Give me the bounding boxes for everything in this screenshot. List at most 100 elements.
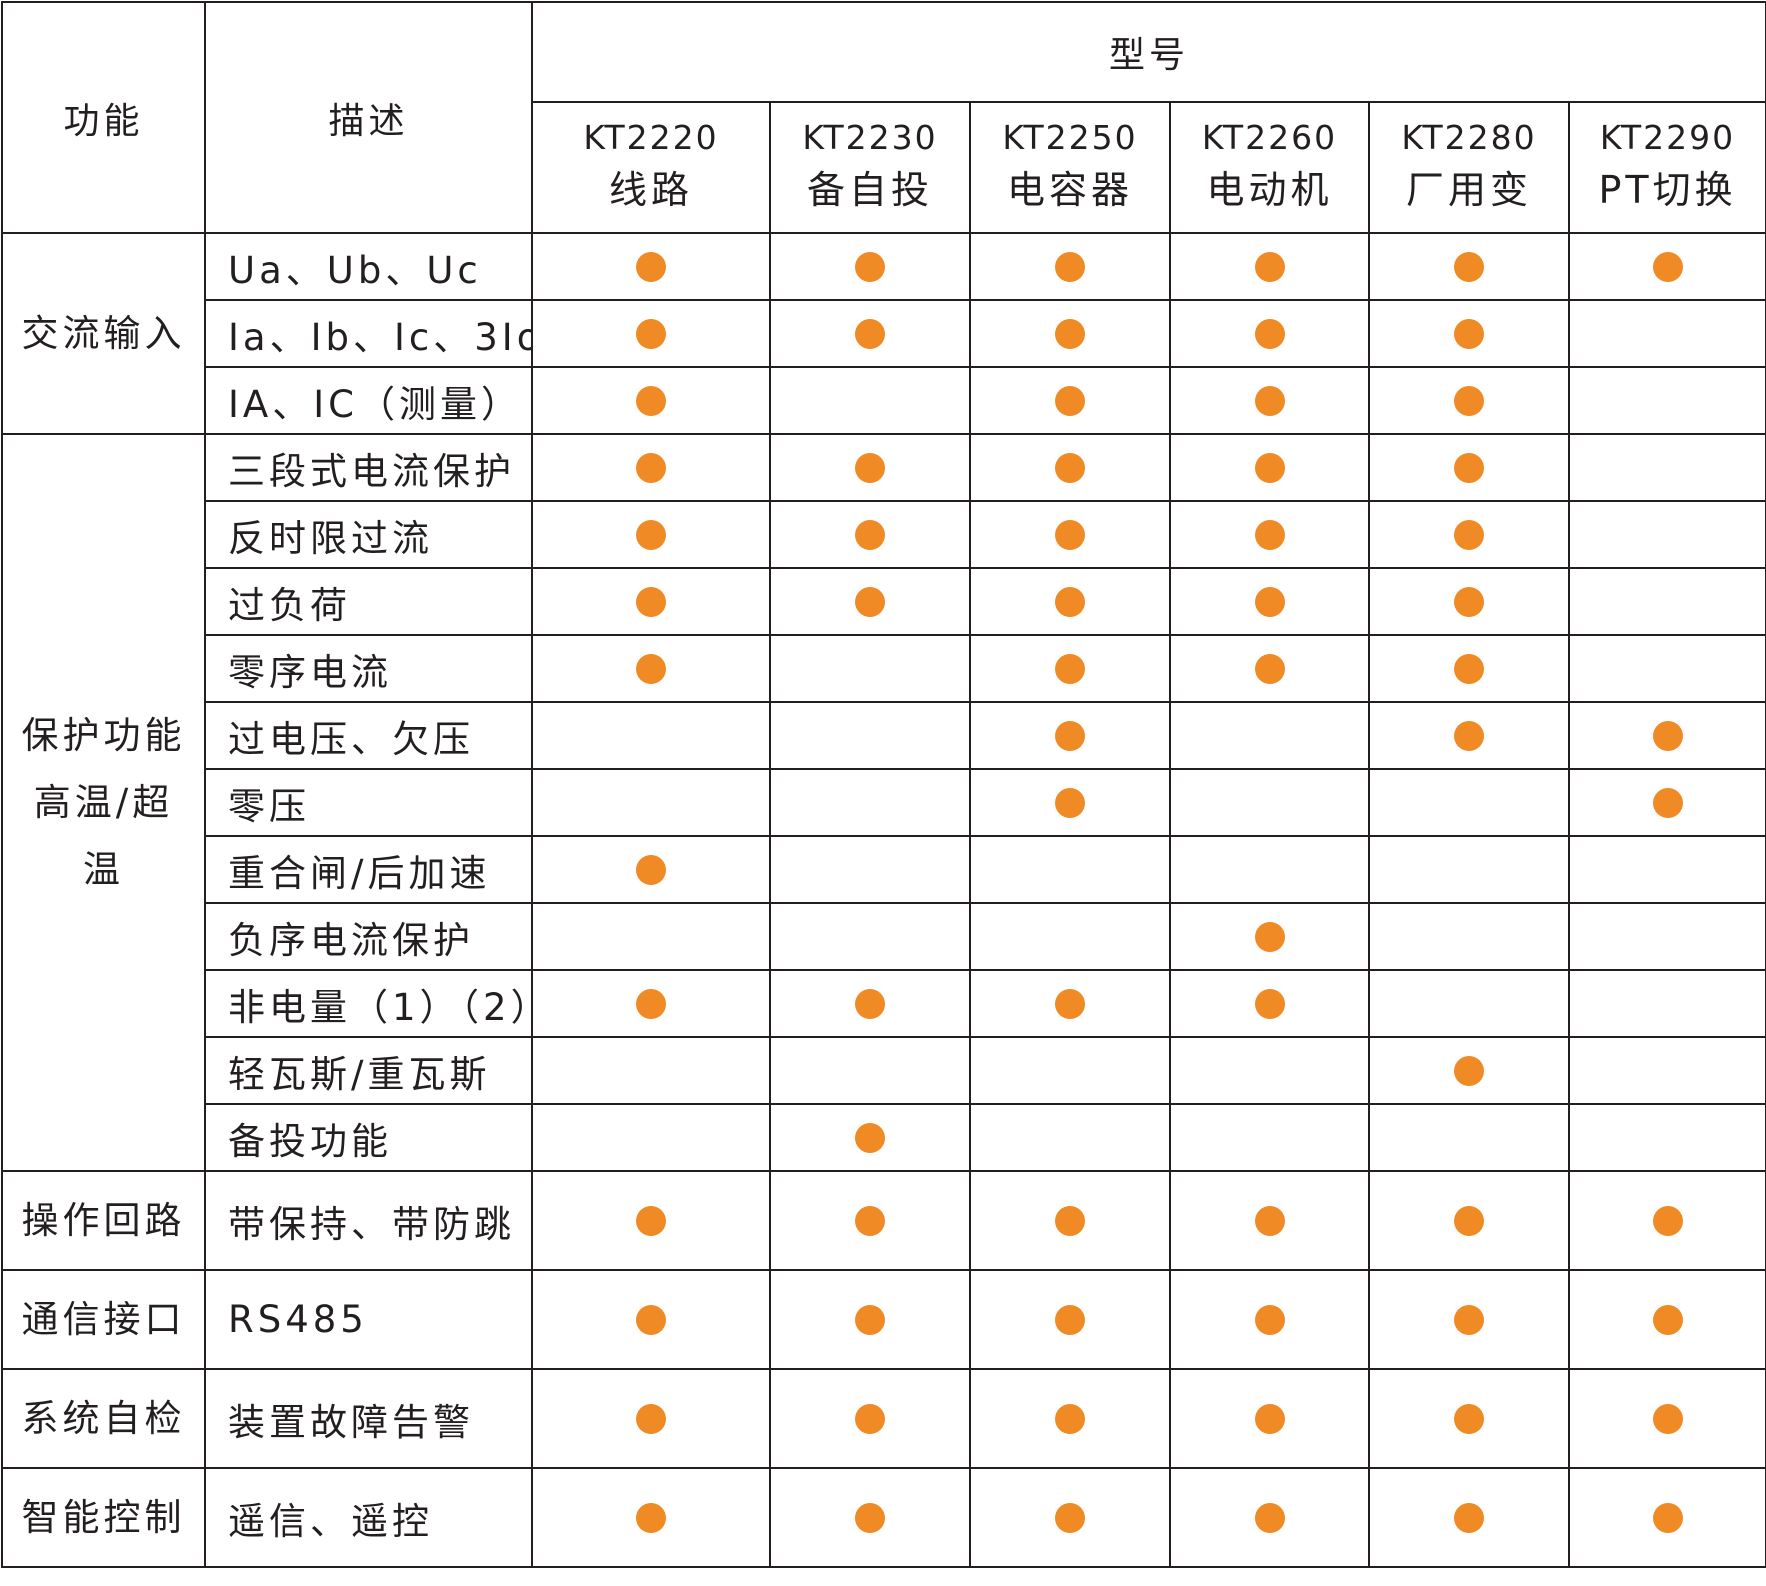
function-group-label: 通信接口 — [21, 1298, 186, 1341]
description-cell: 备投功能 — [204, 1103, 533, 1172]
support-cell — [1567, 701, 1766, 770]
support-cell — [1169, 835, 1370, 904]
support-cell — [1169, 232, 1370, 301]
table-row: 轻瓦斯/重瓦斯 — [2, 1036, 1766, 1105]
model-code: KT2260 — [1201, 117, 1338, 157]
table-row: 操作回路 带保持、带防跳 — [1, 1170, 1766, 1271]
header-row-2: KT2220 线路 KT2230 备自投 KT2250 电容器 KT2260 电… — [2, 101, 1766, 234]
supported-dot-icon — [636, 586, 666, 617]
supported-dot-icon — [1652, 251, 1683, 282]
supported-dot-icon — [1254, 385, 1285, 416]
support-cell — [1567, 1103, 1766, 1172]
supported-dot-icon — [1055, 1205, 1085, 1236]
supported-dot-icon — [1454, 1502, 1484, 1533]
support-cell — [1169, 1170, 1370, 1271]
support-cell — [1368, 634, 1570, 703]
support-cell — [1368, 902, 1570, 971]
support-cell — [1368, 500, 1570, 569]
supported-dot-icon — [636, 1304, 666, 1335]
supported-dot-icon — [1055, 318, 1085, 349]
table-row: 负序电流保护 — [2, 902, 1766, 971]
support-cell — [769, 433, 971, 502]
support-cell — [1169, 768, 1370, 837]
supported-dot-icon — [1254, 1205, 1285, 1236]
supported-dot-icon — [1454, 586, 1484, 617]
support-cell — [969, 1269, 1171, 1370]
support-cell — [531, 835, 771, 904]
support-cell — [1567, 768, 1766, 837]
supported-dot-icon — [1254, 251, 1285, 282]
support-cell — [769, 232, 971, 301]
support-cell — [531, 634, 771, 703]
support-cell — [1169, 902, 1370, 971]
model-code: KT2280 — [1401, 117, 1537, 157]
model-type: PT切换 — [1598, 167, 1737, 212]
supported-dot-icon — [1454, 1055, 1484, 1086]
support-cell — [969, 701, 1171, 770]
supported-dot-icon — [1055, 519, 1085, 550]
table-row: 保护功能 高温/超 温 三段式电流保护 — [1, 433, 1766, 1172]
support-cell — [1368, 366, 1570, 435]
support-cell — [531, 567, 771, 636]
support-cell — [1169, 634, 1370, 703]
support-cell — [769, 366, 971, 435]
support-cell — [969, 902, 1171, 971]
description-cell: Ua、Ub、Uc — [204, 232, 533, 301]
supported-dot-icon — [636, 653, 666, 684]
support-cell — [531, 902, 771, 971]
support-cell — [969, 299, 1171, 368]
supported-dot-icon — [1055, 586, 1085, 617]
support-cell — [1567, 1170, 1766, 1271]
support-cell — [969, 232, 1171, 301]
supported-dot-icon — [1254, 318, 1285, 349]
table-row: 过负荷 — [2, 567, 1766, 636]
support-cell — [1169, 969, 1370, 1038]
support-cell — [531, 1170, 771, 1271]
description-cell: 零序电流 — [204, 634, 533, 703]
model-column-header: KT2230 备自投 — [769, 101, 971, 234]
support-cell — [769, 634, 971, 703]
support-cell — [969, 500, 1171, 569]
support-cell — [531, 299, 771, 368]
support-cell — [1169, 701, 1370, 770]
supported-dot-icon — [1055, 1403, 1085, 1434]
supported-dot-icon — [1454, 519, 1484, 550]
model-code: KT2220 — [583, 117, 719, 157]
support-cell — [531, 1103, 771, 1172]
model-code: KT2230 — [802, 117, 938, 157]
model-type: 电动机 — [1206, 167, 1333, 212]
support-cell — [1567, 1467, 1766, 1568]
function-group-cell: 交流输入 — [1, 232, 206, 435]
support-cell — [1169, 299, 1370, 368]
support-cell — [531, 232, 771, 301]
support-cell — [1567, 232, 1766, 301]
support-cell — [769, 1103, 971, 1172]
supported-dot-icon — [855, 1205, 885, 1236]
description-cell: 三段式电流保护 — [204, 433, 533, 502]
supported-dot-icon — [855, 988, 885, 1019]
model-code: KT2290 — [1599, 117, 1736, 157]
table-row: 零压 — [2, 768, 1766, 837]
description-cell: RS485 — [204, 1269, 533, 1370]
function-group-label: 交流输入 — [21, 312, 186, 355]
support-cell — [1169, 1368, 1370, 1469]
description-cell: 重合闸/后加速 — [204, 835, 533, 904]
support-cell — [1368, 1368, 1570, 1469]
description-cell: 带保持、带防跳 — [204, 1170, 533, 1271]
function-group-cell: 智能控制 — [1, 1467, 206, 1568]
supported-dot-icon — [636, 318, 666, 349]
support-cell — [531, 1036, 771, 1105]
support-cell — [1368, 567, 1570, 636]
supported-dot-icon — [1254, 519, 1285, 550]
support-cell — [769, 969, 971, 1038]
model-header: 型号 — [530, 1, 1766, 103]
supported-dot-icon — [855, 452, 885, 483]
support-cell — [1368, 1467, 1570, 1568]
support-cell — [1169, 1269, 1370, 1370]
supported-dot-icon — [1454, 720, 1484, 751]
supported-dot-icon — [855, 519, 885, 550]
supported-dot-icon — [636, 385, 666, 416]
support-cell — [969, 1368, 1171, 1469]
supported-dot-icon — [1454, 385, 1484, 416]
support-cell — [1567, 567, 1766, 636]
